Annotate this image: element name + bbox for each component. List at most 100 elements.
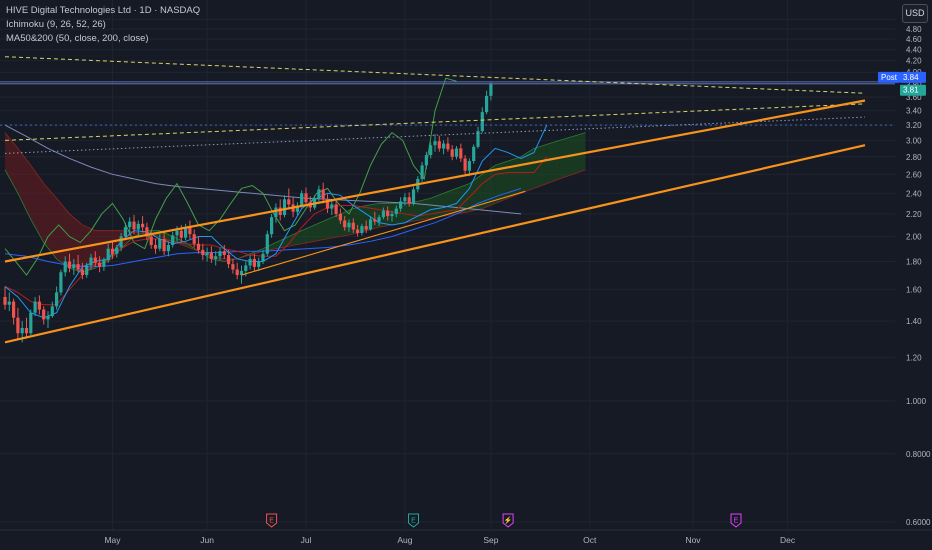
y-tick-label: 3.00 xyxy=(906,136,922,145)
event-marker-earnings xyxy=(266,513,278,528)
x-tick-label: Aug xyxy=(397,535,412,545)
cloud-segment xyxy=(5,132,18,194)
candle-body xyxy=(261,253,265,262)
candle-body xyxy=(403,197,407,202)
candle-body xyxy=(106,248,110,261)
candle-body xyxy=(50,306,54,317)
candle-body xyxy=(360,226,364,233)
events-layer: E E ⚡ E xyxy=(266,513,742,528)
event-marker-label: E xyxy=(269,518,274,525)
candle-body xyxy=(321,189,325,200)
candle-body xyxy=(136,223,140,230)
candle-body xyxy=(192,234,196,244)
y-tick-label: 2.60 xyxy=(906,170,922,179)
candle-body xyxy=(373,219,377,222)
trend-line-dashed xyxy=(4,56,866,94)
cloud-segment xyxy=(159,230,173,242)
candle-body xyxy=(222,251,226,256)
cloud-segment xyxy=(288,230,302,247)
candle-body xyxy=(67,261,72,269)
candle-body xyxy=(446,143,450,150)
candle-body xyxy=(153,244,158,249)
cloud-segment xyxy=(559,136,573,179)
y-tick-label: 2.80 xyxy=(906,153,922,162)
y-tick-label: 3.20 xyxy=(906,121,922,130)
currency-button[interactable]: USD xyxy=(902,4,928,23)
candle-body xyxy=(119,236,123,248)
candle-body xyxy=(244,265,248,271)
candle-body xyxy=(386,210,390,217)
candle-body xyxy=(282,199,287,216)
candle-body xyxy=(411,189,416,204)
event-marker-earnings xyxy=(408,513,419,528)
candle-body xyxy=(3,296,7,305)
candle-body xyxy=(485,95,489,113)
y-tick-label: 2.20 xyxy=(906,210,922,219)
y-tick-label: 1.40 xyxy=(906,317,922,326)
candle-body xyxy=(480,112,484,132)
event-marker-split xyxy=(502,513,514,528)
candle-body xyxy=(171,235,175,245)
trend-line-dashed xyxy=(4,116,866,154)
event-marker-earnings xyxy=(730,513,742,528)
candle-body xyxy=(235,269,239,276)
grid-layer xyxy=(0,0,895,530)
symbol-title[interactable]: HIVE Digital Technologies Ltd · 1D · NAS… xyxy=(6,5,201,16)
trend-line-dashed xyxy=(4,103,866,141)
candle-body xyxy=(218,251,222,257)
candle-body xyxy=(98,262,102,267)
candle-body xyxy=(196,243,201,250)
x-tick-label: Oct xyxy=(583,535,597,545)
candle-body xyxy=(20,327,24,334)
last-price-badge xyxy=(900,84,926,96)
cloud-segment xyxy=(533,144,547,189)
y-tick-label: 0.6000 xyxy=(906,518,931,527)
post-tag-badge xyxy=(878,71,900,83)
candle-body xyxy=(149,236,153,245)
candle-body xyxy=(123,227,127,237)
candle-body xyxy=(368,219,373,230)
post-price-badge xyxy=(900,71,926,83)
cloud-segment xyxy=(69,213,83,273)
y-tick-label: 1.000 xyxy=(906,397,927,406)
post-price-label: 3.84 xyxy=(903,73,919,82)
candle-body xyxy=(110,248,115,254)
cloud-segment xyxy=(521,148,534,194)
candle-body xyxy=(7,301,11,305)
cloud-segment xyxy=(469,174,483,212)
cloud-segment xyxy=(379,203,392,228)
x-tick-label: Dec xyxy=(780,535,796,545)
cloud-segment xyxy=(417,198,431,221)
candle-body xyxy=(80,269,84,276)
y-tick-label: 4.80 xyxy=(906,25,922,34)
candle-body xyxy=(300,193,304,206)
event-marker-label: E xyxy=(411,518,416,525)
candle-body xyxy=(37,301,41,310)
candle-body xyxy=(420,165,424,179)
candle-body xyxy=(55,292,59,307)
candle-body xyxy=(472,146,476,162)
y-tick-label: 2.00 xyxy=(906,233,922,242)
candle-body xyxy=(201,249,205,256)
candle-body xyxy=(252,258,256,267)
cloud-segment xyxy=(314,219,328,242)
ma-legend[interactable]: MA50&200 (50, close, 200, close) xyxy=(6,33,149,44)
candle-body xyxy=(377,217,381,222)
candle-body xyxy=(467,161,471,171)
candle-body xyxy=(29,312,33,334)
cloud-segment xyxy=(17,148,31,220)
cloud-segment xyxy=(30,165,44,243)
candle-body xyxy=(248,258,252,266)
candle-body xyxy=(59,272,63,293)
ichimoku-legend[interactable]: Ichimoku (9, 26, 52, 26) xyxy=(6,19,106,30)
candle-body xyxy=(76,264,80,270)
candle-body xyxy=(158,238,162,249)
candle-body xyxy=(317,189,321,199)
cloud-segment xyxy=(340,208,354,237)
candle-body xyxy=(184,227,188,238)
y-tick-label: 3.60 xyxy=(906,93,922,102)
y-tick-label: 1.80 xyxy=(906,258,922,267)
last-price-label: 3.81 xyxy=(903,86,919,95)
cloud-segment xyxy=(43,183,57,259)
